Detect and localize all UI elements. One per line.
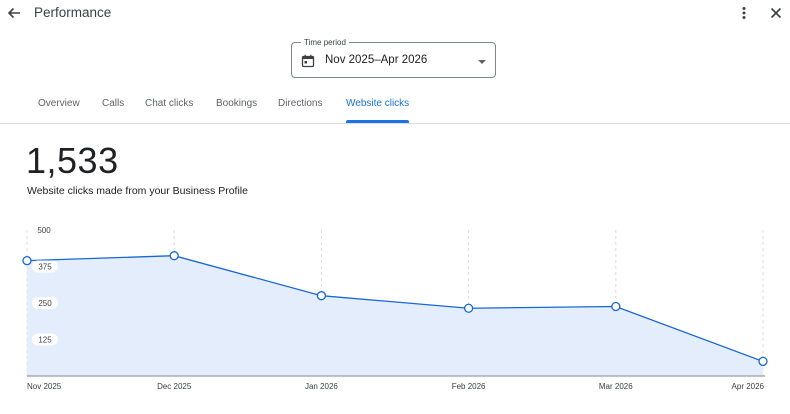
y-tick-pill — [32, 333, 58, 346]
time-period-value: Nov 2025–Apr 2026 — [325, 54, 428, 66]
time-period-label: Time period — [301, 37, 349, 48]
tab-bar: Overview Calls Chat clicks Bookings Dire… — [0, 90, 790, 124]
y-tick-label: 250 — [38, 299, 52, 308]
metric-caption: Website clicks made from your Business P… — [27, 185, 248, 197]
dropdown-caret-icon — [478, 60, 486, 64]
top-bar: Performance — [0, 0, 790, 30]
x-tick-label: Jan 2026 — [305, 382, 338, 391]
y-tick-label: 125 — [38, 336, 52, 345]
x-tick-label: Nov 2025 — [27, 382, 62, 391]
tab-chat-clicks[interactable]: Chat clicks — [145, 98, 194, 109]
x-tick-label: Dec 2025 — [157, 382, 192, 391]
y-tick-pill — [32, 297, 58, 309]
data-point[interactable] — [611, 301, 621, 312]
website-clicks-chart: 125 250 375 500 Nov 2025 Dec 2025 Jan 2026 Feb… — [22, 226, 768, 391]
data-point[interactable] — [758, 356, 768, 367]
tab-overview[interactable]: Overview — [38, 98, 80, 109]
back-button[interactable] — [4, 3, 24, 23]
arrow-back-icon — [7, 7, 20, 19]
chart-area-fill — [27, 255, 763, 376]
chart-y-ticks: 125 250 375 500 — [32, 226, 58, 346]
tab-website-clicks[interactable]: Website clicks — [346, 98, 410, 109]
more-vert-icon — [742, 7, 746, 19]
data-point[interactable] — [22, 256, 32, 266]
data-point[interactable] — [463, 303, 474, 313]
tab-directions[interactable]: Directions — [278, 98, 323, 109]
x-tick-label: Feb 2026 — [452, 382, 486, 391]
page-title: Performance — [34, 5, 112, 20]
y-tick-pill — [32, 260, 58, 273]
y-tick-label: 375 — [38, 263, 52, 272]
close-button[interactable] — [766, 3, 786, 23]
chart-x-ticks: Nov 2025 Dec 2025 Jan 2026 Feb 2026 Mar 2026… — [27, 382, 765, 391]
close-icon — [770, 7, 782, 19]
calendar-icon — [301, 54, 315, 68]
data-point[interactable] — [316, 291, 327, 301]
data-point[interactable] — [169, 251, 179, 261]
more-options-button[interactable] — [734, 3, 754, 23]
tab-bookings[interactable]: Bookings — [216, 98, 258, 109]
time-period-select[interactable]: Time period Nov 2025–Apr 2026 — [291, 37, 496, 78]
chart-points — [22, 251, 768, 367]
active-tab-indicator — [346, 120, 409, 123]
x-tick-label: Apr 2026 — [732, 382, 765, 391]
y-tick-label: 500 — [37, 226, 51, 235]
tab-calls[interactable]: Calls — [102, 98, 125, 109]
total-clicks-value: 1,533 — [26, 140, 119, 181]
x-tick-label: Mar 2026 — [599, 382, 633, 391]
chart-series-line — [26, 255, 764, 363]
